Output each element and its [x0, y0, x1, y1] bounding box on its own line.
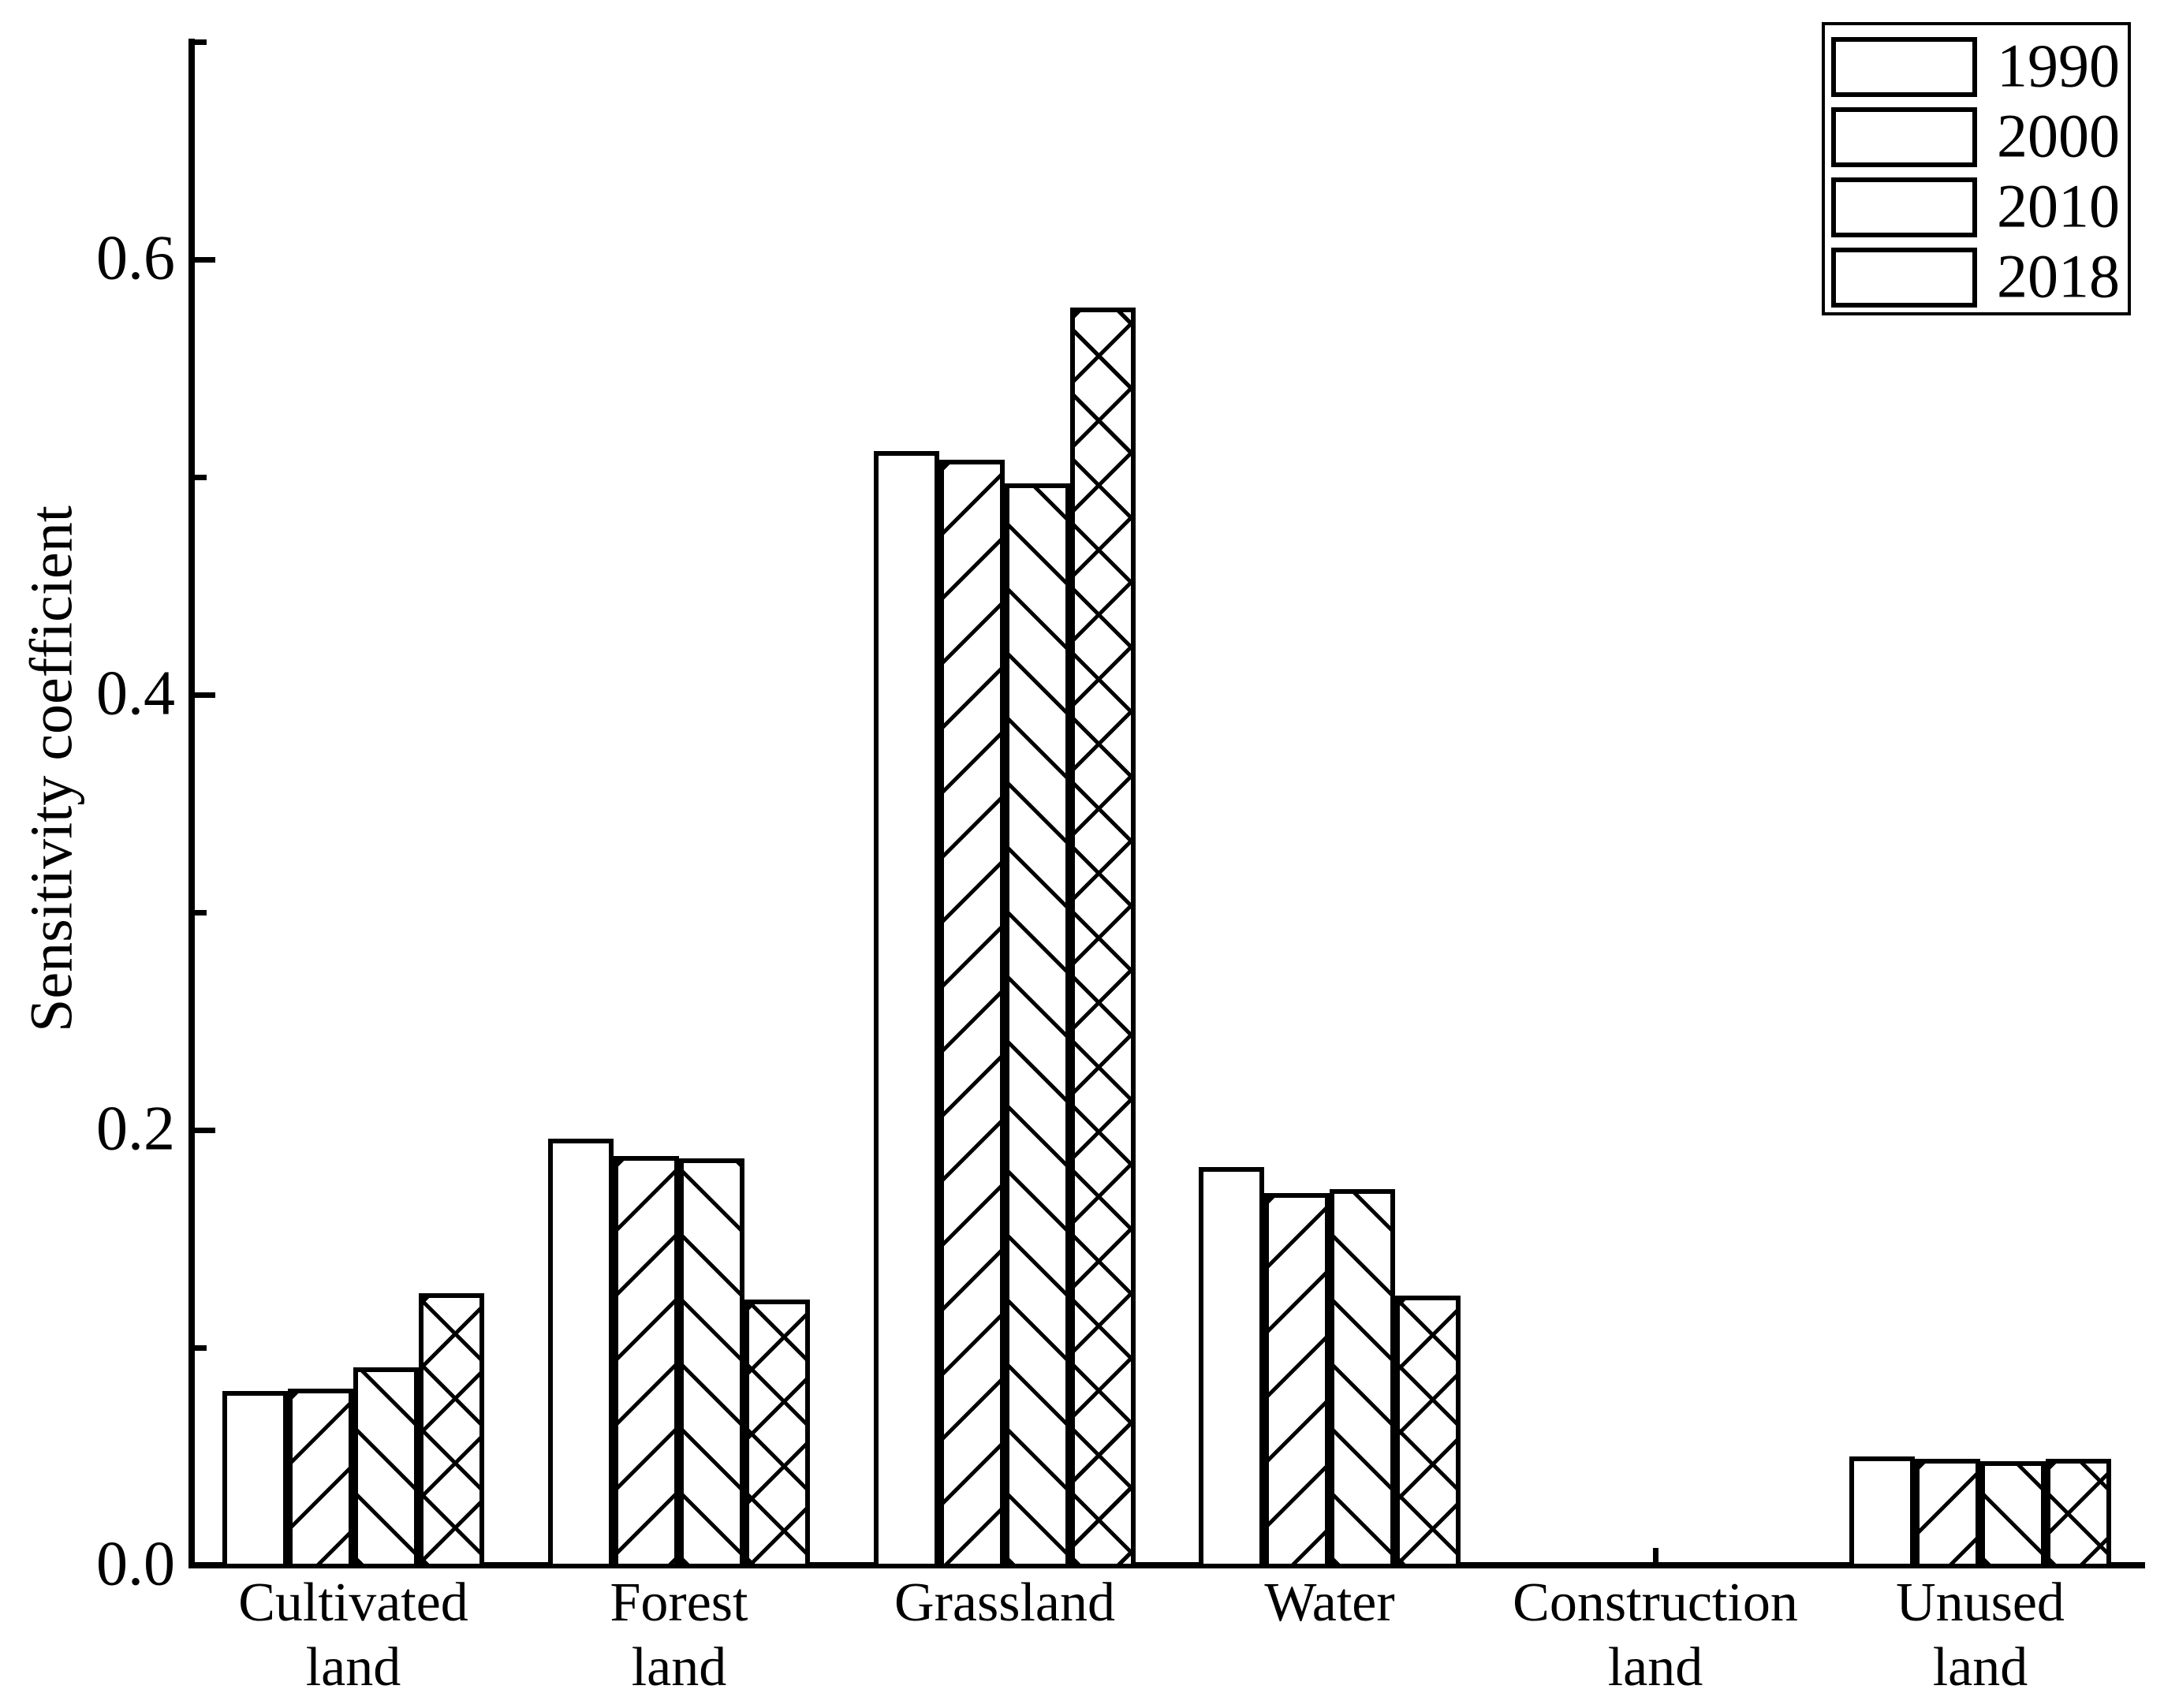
bar-2010-water [1330, 1189, 1395, 1568]
bar-2000-water [1264, 1193, 1330, 1568]
legend-swatch-2018 [1831, 248, 1977, 308]
legend-label-2010: 2010 [1997, 171, 2120, 241]
legend-swatch-1990 [1831, 37, 1977, 97]
y-major-tick [195, 257, 215, 263]
y-minor-tick [195, 475, 207, 480]
x-category-label: Water [1264, 1572, 1395, 1633]
y-minor-tick [195, 910, 207, 916]
bar-2010-cultivated-land [353, 1367, 419, 1568]
bar-2010-grassland [1005, 483, 1070, 1568]
bar-2018-cultivated-land [419, 1293, 484, 1568]
x-category-label: Forest land [610, 1572, 748, 1698]
legend: 1990 2000 2010 2018 [1822, 22, 2131, 315]
y-major-tick [195, 1128, 215, 1133]
bar-2000-forest-land [614, 1156, 679, 1568]
bar-2010-unused-land [1980, 1461, 2046, 1568]
x-category-label: Unused land [1896, 1572, 2065, 1698]
x-category-label: Grassland [894, 1572, 1115, 1633]
bar-2000-grassland [939, 460, 1005, 1568]
bar-2010-forest-land [679, 1158, 744, 1568]
bar-2018-unused-land [2046, 1459, 2111, 1568]
x-category-label: Cultivated land [238, 1572, 468, 1698]
bar-1990-unused-land [1849, 1456, 1915, 1568]
bar-1990-forest-land [548, 1139, 614, 1568]
legend-label-2018: 2018 [1997, 241, 2120, 311]
y-major-tick [195, 692, 215, 698]
bar-1990-grassland [874, 451, 939, 1568]
x-axis-line [188, 1562, 2145, 1568]
y-tick-label: 0.0 [96, 1529, 175, 1599]
bar-2018-forest-land [744, 1300, 810, 1568]
y-axis-title: Sensitivity coefficient [18, 505, 85, 1032]
bar-2018-water [1395, 1296, 1461, 1568]
y-tick-label: 0.6 [96, 223, 175, 293]
y-minor-tick [195, 1345, 207, 1351]
x-category-tick [1653, 1548, 1658, 1565]
x-category-label: Construction land [1513, 1572, 1798, 1698]
y-minor-tick [195, 39, 207, 45]
bar-2000-cultivated-land [288, 1389, 353, 1568]
legend-swatch-2010 [1831, 177, 1977, 237]
y-tick-label: 0.4 [96, 658, 175, 729]
y-tick-label: 0.2 [96, 1094, 175, 1164]
legend-label-2000: 2000 [1997, 101, 2120, 170]
bar-2018-grassland [1070, 308, 1136, 1568]
bar-1990-cultivated-land [222, 1391, 288, 1568]
legend-label-1990: 1990 [1997, 31, 2120, 100]
legend-swatch-2000 [1831, 107, 1977, 167]
bar-2000-unused-land [1915, 1459, 1980, 1568]
y-axis-line [188, 39, 195, 1568]
bar-1990-water [1199, 1167, 1264, 1568]
